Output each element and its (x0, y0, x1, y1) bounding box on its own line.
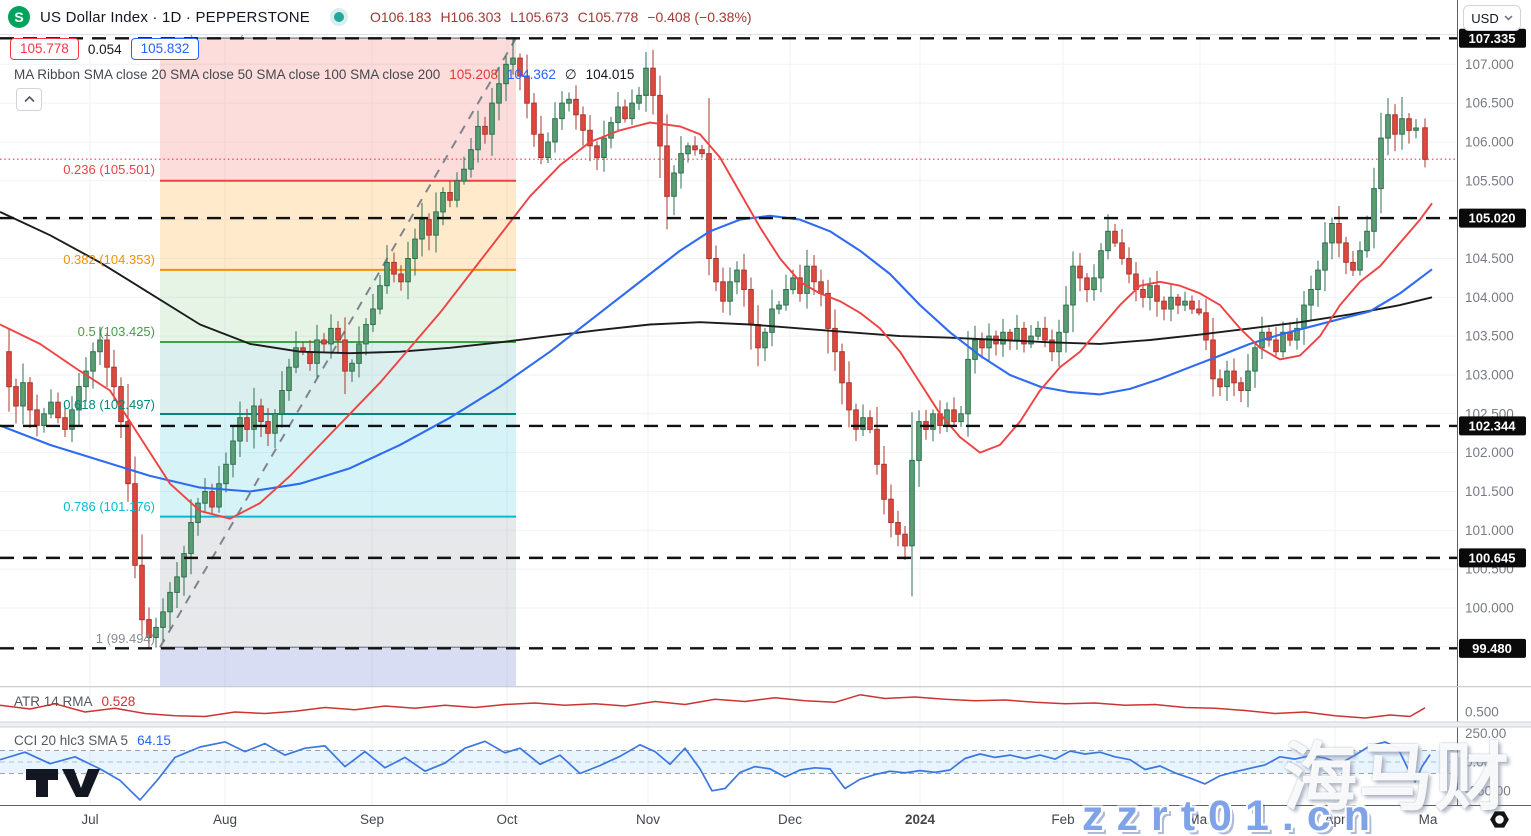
ohlc-low: L105.673 (510, 9, 569, 25)
svg-text:Jul: Jul (81, 812, 98, 827)
cci-title: CCI 20 hlc3 SMA 5 (14, 733, 129, 748)
svg-text:103.500: 103.500 (1465, 329, 1514, 344)
tradingview-logo[interactable] (24, 766, 106, 805)
svg-text:Mar: Mar (1188, 812, 1212, 827)
cci-pane (0, 740, 1457, 801)
svg-text:107.335: 107.335 (1469, 31, 1516, 46)
svg-text:Aug: Aug (213, 812, 237, 827)
svg-text:Nov: Nov (636, 812, 660, 827)
candles-layer (6, 38, 1428, 648)
tradingview-logo-icon (26, 769, 100, 797)
ohlc-change: −0.408 (−0.38%) (647, 9, 752, 25)
fib-retracement[interactable] (159, 37, 517, 687)
svg-text:101.000: 101.000 (1465, 523, 1514, 538)
svg-text:Dec: Dec (778, 812, 802, 827)
atr-title: ATR 14 RMA (14, 694, 93, 709)
time-axis-labels: Jul Aug Sep Oct Nov Dec 2024 Feb Mar Apr Ma (81, 812, 1437, 827)
gear-icon[interactable] (1487, 807, 1512, 836)
svg-text:100.000: 100.000 (1465, 601, 1514, 616)
ma-lines (0, 121, 1433, 520)
svg-text:101.500: 101.500 (1465, 484, 1514, 499)
ma20-value: 105.208 (449, 67, 499, 82)
ohlc-close: C105.778 (577, 9, 639, 25)
ma-ribbon-legend[interactable]: MA Ribbon SMA close 20 SMA close 50 SMA … (14, 67, 634, 83)
atr-legend[interactable]: ATR 14 RMA 0.528 (14, 694, 135, 709)
svg-text:250.00: 250.00 (1465, 726, 1506, 741)
svg-text:0.00: 0.00 (1465, 755, 1491, 770)
svg-text:0.500: 0.500 (1465, 705, 1499, 720)
fib-level-0236-label: 0.236 (105.501) (63, 162, 155, 177)
cci-value: 64.15 (137, 733, 171, 748)
toolbar: S US Dollar Index · 1D · PEPPERSTONE O10… (0, 0, 1457, 35)
svg-text:2024: 2024 (905, 812, 936, 827)
svg-text:Ma: Ma (1419, 812, 1438, 827)
atr-value: 0.528 (101, 694, 136, 709)
ohlc-open: O106.183 (369, 9, 432, 25)
svg-text:102.000: 102.000 (1465, 445, 1514, 460)
fib-level-05-label: 0.5 (103.425) (77, 324, 155, 339)
chevron-down-icon (1504, 15, 1513, 21)
ma200-value: 104.015 (585, 67, 635, 82)
svg-text:107.000: 107.000 (1465, 57, 1514, 72)
cci-legend[interactable]: CCI 20 hlc3 SMA 5 64.15 (14, 733, 171, 748)
fib-level-1-label: 1 (99.494) (95, 631, 155, 646)
svg-text:105.020: 105.020 (1469, 211, 1516, 226)
svg-text:99.480: 99.480 (1472, 641, 1512, 656)
svg-text:Feb: Feb (1051, 812, 1074, 827)
svg-text:106.000: 106.000 (1465, 135, 1514, 150)
time-axis[interactable] (0, 805, 1531, 836)
ma-ribbon-title: MA Ribbon SMA close 20 SMA close 50 SMA … (14, 67, 441, 82)
svg-text:Oct: Oct (496, 812, 517, 827)
price-quote-row: 105.778 0.054 105.832 (10, 38, 200, 60)
symbol-title[interactable]: US Dollar Index · 1D · PEPPERSTONE (40, 8, 310, 26)
spread-label: 0.054 (87, 41, 122, 57)
ma100-value: ∅ (564, 67, 577, 82)
sell-price-button[interactable]: 105.778 (10, 38, 79, 60)
svg-text:Sep: Sep (360, 812, 384, 827)
currency-label: USD (1471, 10, 1499, 26)
buy-price-button[interactable]: 105.832 (130, 38, 200, 60)
svg-text:100.645: 100.645 (1469, 550, 1516, 565)
ohlc-high: H106.303 (440, 9, 502, 25)
svg-text:106.500: 106.500 (1465, 96, 1514, 111)
currency-toggle-button[interactable]: USD (1463, 5, 1521, 31)
svg-text:104.000: 104.000 (1465, 290, 1514, 305)
svg-text:-250.00: -250.00 (1465, 783, 1511, 798)
svg-text:Apr: Apr (1324, 812, 1346, 827)
collapse-legend-button[interactable] (16, 88, 42, 111)
symbol-logo[interactable]: S (8, 6, 30, 28)
fib-level-0786-label: 0.786 (101.176) (63, 499, 155, 514)
market-status-icon[interactable] (333, 12, 344, 22)
svg-text:103.000: 103.000 (1465, 368, 1514, 383)
svg-text:104.500: 104.500 (1465, 251, 1514, 266)
alert-level-lines[interactable] (0, 37, 1457, 650)
fib-level-0618-label: 0.618 (102.497) (63, 397, 155, 412)
svg-text:102.344: 102.344 (1469, 418, 1517, 433)
chevron-up-icon (23, 96, 35, 103)
atr-pane (0, 694, 1426, 719)
price-axis-labels: 107.000 106.500 106.000 105.500 104.500 104.0… (1459, 28, 1526, 798)
fib-level-0382-label: 0.382 (104.353) (63, 252, 155, 267)
svg-text:105.500: 105.500 (1465, 173, 1514, 188)
ohlc-legend: O106.183 H106.303 L105.673 C105.778 −0.4… (370, 9, 752, 25)
ma50-value: 104.362 (507, 67, 556, 82)
